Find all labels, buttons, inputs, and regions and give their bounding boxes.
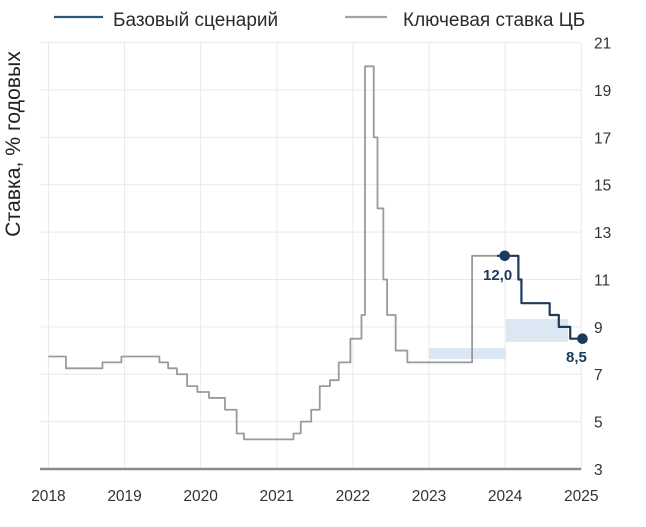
svg-text:2023: 2023 (412, 488, 446, 505)
svg-text:19: 19 (594, 83, 611, 100)
svg-text:13: 13 (594, 225, 611, 242)
svg-text:12,0: 12,0 (483, 267, 512, 284)
svg-text:2018: 2018 (31, 488, 65, 505)
svg-text:5: 5 (594, 415, 603, 432)
svg-text:2025: 2025 (564, 488, 598, 505)
svg-text:2019: 2019 (107, 488, 141, 505)
svg-text:15: 15 (594, 178, 611, 195)
svg-text:Ключевая ставка ЦБ: Ключевая ставка ЦБ (403, 10, 585, 31)
svg-text:8,5: 8,5 (566, 349, 587, 366)
svg-text:Базовый сценарий: Базовый сценарий (113, 10, 278, 31)
svg-text:3: 3 (594, 462, 603, 479)
svg-text:2022: 2022 (336, 488, 370, 505)
svg-text:2024: 2024 (488, 488, 523, 505)
svg-text:9: 9 (594, 320, 603, 337)
svg-text:11: 11 (594, 272, 610, 289)
svg-text:Ставка, % годовых: Ставка, % годовых (2, 51, 25, 237)
svg-text:7: 7 (594, 367, 603, 384)
svg-text:2021: 2021 (260, 488, 294, 505)
svg-text:17: 17 (594, 130, 611, 147)
svg-text:21: 21 (594, 36, 611, 53)
svg-text:2020: 2020 (183, 488, 218, 505)
